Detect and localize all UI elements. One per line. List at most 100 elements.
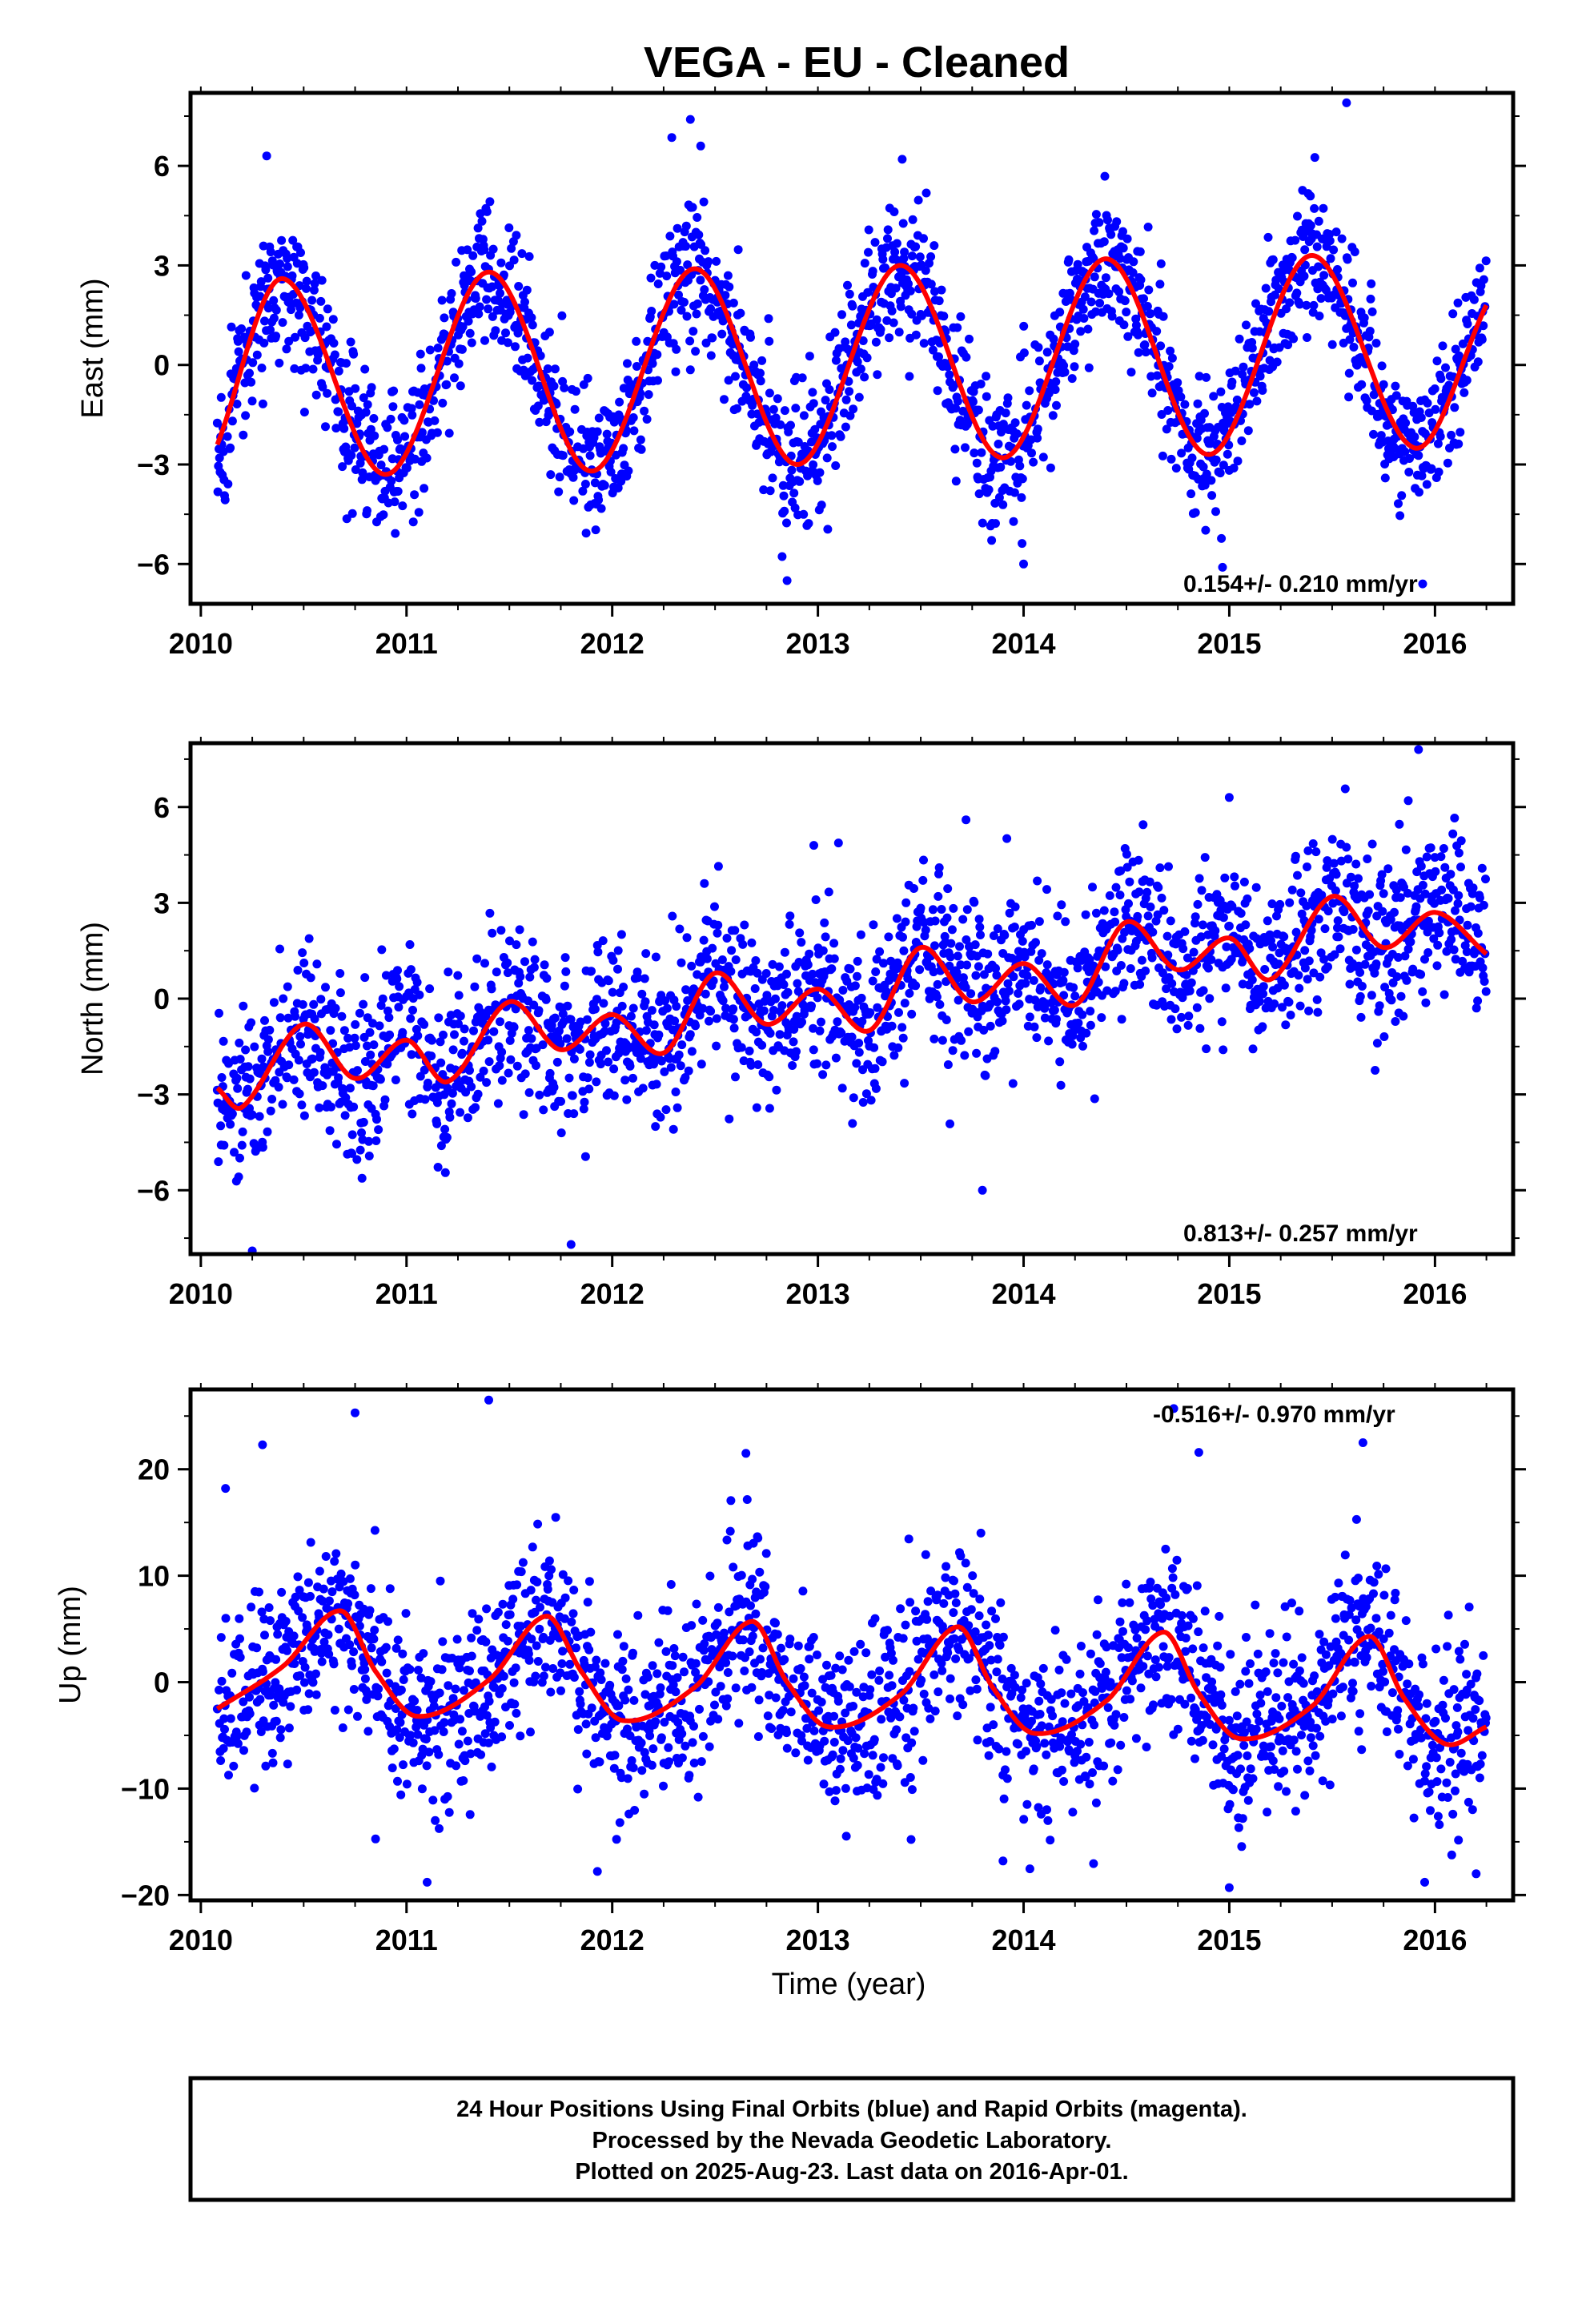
north-data-point [974, 962, 983, 971]
north-data-point [283, 1013, 293, 1023]
east-data-point [1009, 517, 1018, 526]
north-data-point [710, 902, 719, 911]
north-data-point [1396, 991, 1406, 1001]
up-data-point [266, 1691, 275, 1700]
up-data-point [242, 1727, 251, 1737]
north-data-point [265, 1025, 275, 1035]
north-data-point [1020, 952, 1030, 962]
north-data-point [504, 1068, 513, 1078]
north-data-point [1008, 1079, 1018, 1088]
east-data-point [1217, 533, 1227, 543]
north-data-point [946, 952, 955, 962]
up-data-point [396, 1718, 405, 1727]
north-data-point [1195, 874, 1204, 883]
north-data-point [865, 1008, 875, 1017]
east-data-point [853, 357, 862, 367]
east-data-point [393, 487, 403, 496]
up-data-point [629, 1695, 639, 1705]
east-data-point [308, 364, 318, 374]
north-data-point [1199, 986, 1208, 995]
up-data-point [628, 1763, 638, 1772]
north-data-point [395, 982, 404, 991]
east-data-point [1158, 312, 1168, 321]
up-data-point [584, 1577, 594, 1586]
north-data-point [1153, 910, 1162, 919]
east-data-point [653, 376, 662, 385]
east-data-point [926, 252, 936, 261]
east-data-point [1348, 278, 1357, 287]
north-data-point [609, 1091, 619, 1100]
east-data-point [227, 322, 236, 332]
east-data-point [1422, 480, 1431, 489]
east-data-point [1142, 302, 1152, 311]
east-data-point [904, 279, 913, 288]
north-data-point [765, 1028, 775, 1038]
east-data-point [1293, 211, 1302, 221]
east-data-point [769, 404, 778, 414]
east-data-point [841, 337, 850, 347]
east-data-point [590, 478, 600, 488]
north-data-point [673, 1103, 682, 1112]
east-data-point [1237, 436, 1247, 445]
north-data-point [1178, 993, 1187, 1003]
north-data-point [1090, 1094, 1099, 1104]
east-data-point [400, 416, 409, 425]
east-data-point [1306, 221, 1315, 231]
up-data-point [315, 1566, 324, 1576]
north-data-point [412, 978, 422, 987]
north-data-point [579, 1104, 588, 1114]
up-data-point [290, 1659, 299, 1668]
east-data-point [996, 462, 1006, 472]
east-data-point [933, 386, 942, 396]
up-data-point [331, 1549, 341, 1558]
north-data-point [868, 976, 877, 986]
up-data-point [393, 1776, 402, 1786]
north-data-point [1133, 911, 1142, 921]
north-data-point [529, 963, 539, 972]
north-data-point [406, 965, 416, 975]
east-data-point [1479, 321, 1488, 331]
north-data-point [789, 1037, 798, 1047]
north-data-point [818, 946, 828, 955]
east-data-point [458, 322, 468, 332]
east-data-point [1101, 273, 1110, 283]
north-data-point [604, 976, 613, 986]
up-data-point [490, 1717, 500, 1727]
north-data-point [328, 1039, 338, 1048]
up-data-point [576, 1699, 585, 1709]
north-data-point [1304, 956, 1314, 966]
east-data-point [1337, 234, 1347, 243]
north-data-point [345, 1084, 355, 1093]
east-data-point [837, 310, 846, 320]
east-data-point [383, 423, 392, 432]
east-data-point [496, 288, 504, 298]
north-data-point [1400, 951, 1410, 961]
up-data-point [596, 1675, 606, 1684]
east-data-point [512, 231, 521, 240]
east-data-point [1219, 460, 1228, 470]
east-data-point [226, 443, 235, 452]
east-data-point [1357, 380, 1367, 389]
north-data-point [368, 1081, 378, 1091]
up-data-point [539, 1671, 548, 1681]
east-data-point [1156, 341, 1166, 351]
north-data-point [681, 1073, 690, 1082]
north-data-point [325, 1126, 335, 1136]
north-data-point [1319, 955, 1329, 964]
east-data-point [259, 338, 269, 348]
up-data-point [677, 1729, 687, 1739]
north-data-point [1355, 991, 1365, 1001]
north-data-point [295, 1031, 305, 1041]
north-data-point [447, 1099, 456, 1108]
north-data-point [1426, 843, 1435, 853]
east-data-point [671, 367, 681, 376]
east-data-point [871, 337, 881, 347]
up-data-point [351, 1560, 360, 1570]
north-data-point [512, 1061, 522, 1071]
east-data-point [887, 306, 897, 316]
north-data-point [1303, 846, 1313, 855]
up-data-point [503, 1636, 512, 1646]
north-data-point [647, 1006, 656, 1015]
north-x-tick-label: 2014 [991, 1277, 1055, 1310]
north-data-point [1091, 908, 1101, 918]
